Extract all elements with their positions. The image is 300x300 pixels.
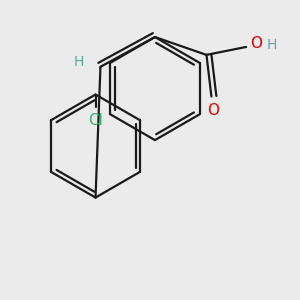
Text: H: H: [74, 55, 84, 69]
Text: O: O: [207, 103, 219, 118]
Text: H: H: [267, 38, 277, 52]
Text: O: O: [250, 35, 262, 50]
Text: Cl: Cl: [88, 113, 103, 128]
